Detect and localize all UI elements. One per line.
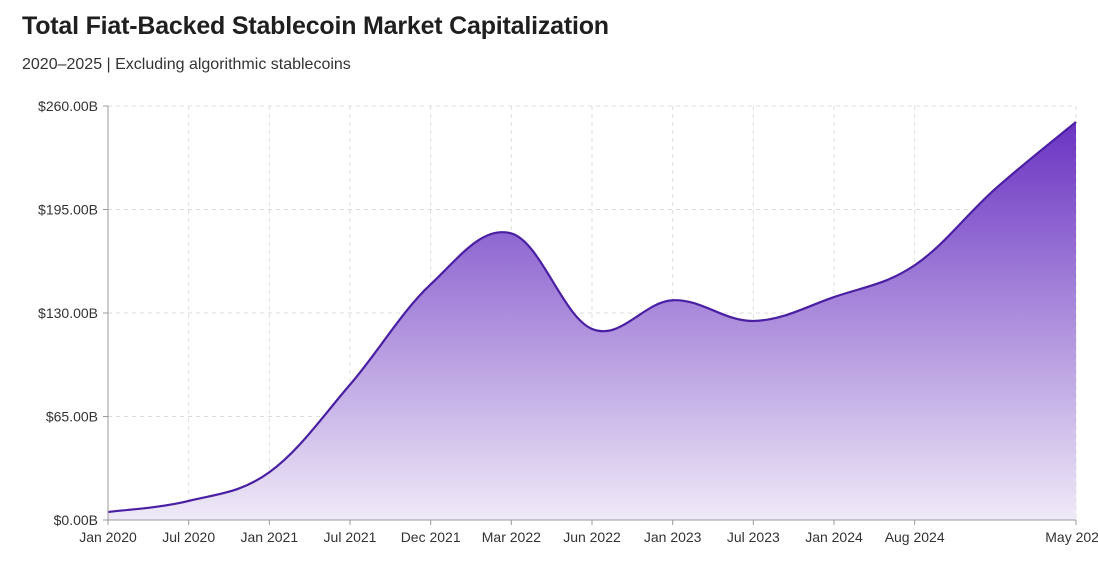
x-tick-label: Jul 2021	[324, 529, 377, 545]
y-tick-label: $260.00B	[38, 98, 98, 114]
y-tick-label: $0.00B	[54, 512, 98, 528]
area-fill	[108, 121, 1076, 520]
chart-title: Total Fiat-Backed Stablecoin Market Capi…	[22, 12, 609, 40]
x-tick-label: Aug 2024	[885, 529, 945, 545]
x-tick-label: Jan 2024	[805, 529, 863, 545]
series-line	[107, 121, 1077, 514]
y-tick-label: $130.00B	[38, 305, 98, 321]
x-tick-label: Dec 2021	[401, 529, 461, 545]
axes	[103, 105, 1077, 525]
area-series	[107, 121, 1077, 520]
x-tick-label: Jan 2023	[644, 529, 702, 545]
x-tick-label: May 2025	[1045, 529, 1098, 545]
x-tick-label: Jan 2021	[241, 529, 299, 545]
x-tick-label: Jul 2020	[162, 529, 215, 545]
x-tick-label: Jan 2020	[79, 529, 137, 545]
chart-subtitle: 2020–2025 | Excluding algorithmic stable…	[22, 56, 351, 73]
tick-labels: $0.00B $65.00B $130.00B $195.00B $260.00B Jan…	[38, 98, 1098, 545]
y-tick-label: $65.00B	[46, 409, 98, 425]
x-tick-label: Mar 2022	[482, 529, 541, 545]
x-tick-label: Jun 2022	[563, 529, 621, 545]
y-tick-label: $195.00B	[38, 202, 98, 218]
x-tick-label: Jul 2023	[727, 529, 780, 545]
